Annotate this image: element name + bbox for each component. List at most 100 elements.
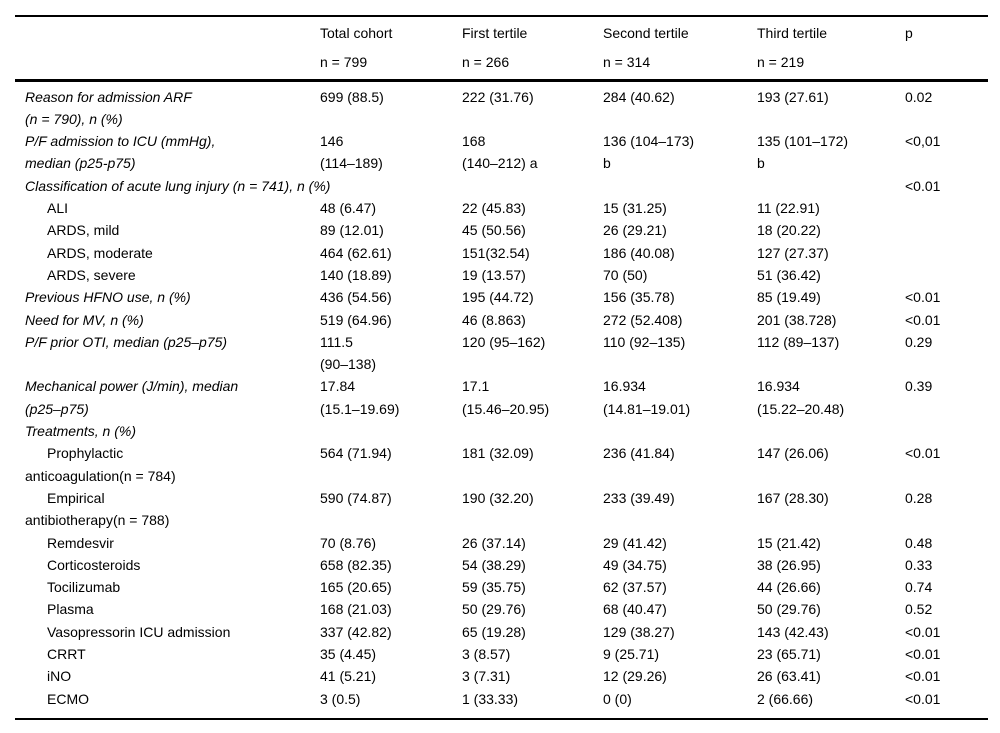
cell-value: 519 (64.96) <box>320 311 392 328</box>
cell-value: 16.934 (15.22–20.48) <box>757 378 845 417</box>
p-value-cell: 0.52 <box>905 601 933 618</box>
cell-value: 44 (26.66) <box>757 579 821 596</box>
p-value-cell <box>895 264 988 286</box>
p-value-cell: <0.01 <box>905 311 941 328</box>
p-value-cell: 0.02 <box>905 88 933 105</box>
header-total-cohort: Total cohort n = 799 <box>310 16 452 80</box>
cell-value: 11 (22.91) <box>757 200 820 217</box>
p-value-cell <box>895 242 988 264</box>
cell-value: 51 (36.42) <box>757 266 821 283</box>
cell-value: 3 (8.57) <box>462 646 511 663</box>
cell-value: 15 (21.42) <box>757 534 821 551</box>
cell-value: 70 (50) <box>603 266 648 283</box>
row-label: iNO <box>47 668 72 685</box>
cell-value: 699 (88.5) <box>320 88 384 105</box>
p-value-cell: 0.29 <box>905 333 933 350</box>
row-label: Treatments, n (%) <box>25 423 136 440</box>
table-row: Mechanical power (J/min), median (p25–p7… <box>15 375 988 420</box>
cell-value: 143 (42.43) <box>757 623 829 640</box>
cell-value: 135 (101–172) b <box>757 133 849 172</box>
table-body: Reason for admission ARF (n = 790), n (%… <box>15 80 988 719</box>
cell-value: 168 (21.03) <box>320 601 392 618</box>
row-label: Classification of acute lung injury (n =… <box>25 177 331 194</box>
cell-value: 186 (40.08) <box>603 244 675 261</box>
cell-value: 3 (0.5) <box>320 690 361 707</box>
row-label: ARDS, moderate <box>47 244 153 261</box>
cell-value: 50 (29.76) <box>757 601 821 618</box>
table-row: ARDS, mild 89 (12.01) 45 (50.56) 26 (29.21)… <box>15 219 988 241</box>
cell-value: 65 (19.28) <box>462 623 526 640</box>
table-row: Treatments, n (%) <box>15 420 988 442</box>
cell-value: 17.1 (15.46–20.95) <box>462 378 550 417</box>
cell-value: 337 (42.82) <box>320 623 392 640</box>
row-label: P/F prior OTI, median (p25–p75) <box>25 333 228 350</box>
p-value-cell: 0.33 <box>905 556 933 573</box>
header-label: First tertile <box>462 25 528 41</box>
table-header: Total cohort n = 799 First tertile n = 2… <box>15 16 988 81</box>
cell-value: 12 (29.26) <box>603 668 667 685</box>
row-label: P/F admission to ICU (mmHg), median (p25… <box>25 133 216 172</box>
p-value-cell: <0.01 <box>905 177 941 194</box>
table-row: Tocilizumab 165 (20.65) 59 (35.75) 62 (37.5… <box>15 576 988 598</box>
cell-value: 45 (50.56) <box>462 222 526 239</box>
row-label: Mechanical power (J/min), median (p25–p7… <box>25 378 239 417</box>
p-value-cell: <0,01 <box>905 133 941 150</box>
cell-value: 38 (26.95) <box>757 556 821 573</box>
header-count <box>905 51 984 73</box>
p-value-cell: 0.28 <box>905 489 933 506</box>
table-row: Vasopressorin ICU admission 337 (42.82) 65… <box>15 621 988 643</box>
cell-value: 110 (92–135) <box>603 333 686 350</box>
header-count: n = 266 <box>462 54 510 71</box>
cell-value: 127 (27.37) <box>757 244 829 261</box>
table-row: Remdesvir 70 (8.76) 26 (37.14) 29 (41.42) 15… <box>15 532 988 554</box>
p-value-cell: <0.01 <box>905 623 941 640</box>
row-label: Vasopressorin ICU admission <box>47 623 231 640</box>
cell-value: 151(32.54) <box>462 244 530 261</box>
row-label: Corticosteroids <box>47 556 141 573</box>
table-row: ARDS, moderate 464 (62.61) 151(32.54) 186 (… <box>15 242 988 264</box>
cell-value: 16.934 (14.81–19.01) <box>603 378 691 417</box>
table-row: Previous HFNO use, n (%) 436 (54.56) 195 (… <box>15 286 988 308</box>
cell-value: 136 (104–173) b <box>603 133 695 172</box>
table-row: CRRT 35 (4.45) 3 (8.57) 9 (25.71) 23 (65.71)… <box>15 643 988 665</box>
header-first-tertile: First tertile n = 266 <box>452 16 593 80</box>
row-label: Tocilizumab <box>47 579 121 596</box>
cell-value: 590 (74.87) <box>320 489 392 506</box>
p-value-cell: 0.48 <box>905 534 933 551</box>
cell-value: 48 (6.47) <box>320 200 377 217</box>
row-label: Need for MV, n (%) <box>25 311 144 328</box>
header-label: p <box>905 25 913 41</box>
p-value-cell: <0.01 <box>905 646 941 663</box>
header-label: Total cohort <box>320 25 393 41</box>
p-value-cell: <0.01 <box>905 289 941 306</box>
cell-value: 85 (19.49) <box>757 289 821 306</box>
cell-value: 658 (82.35) <box>320 556 392 573</box>
row-label: ALI <box>47 200 69 217</box>
cell-value: 62 (37.57) <box>603 579 667 596</box>
cell-value: 18 (20.22) <box>757 222 821 239</box>
cell-value: 15 (31.25) <box>603 200 667 217</box>
header-count: n = 799 <box>320 54 368 71</box>
header-p-value: p <box>895 16 988 80</box>
header-second-tertile: Second tertile n = 314 <box>593 16 747 80</box>
cell-value: 233 (39.49) <box>603 489 675 506</box>
p-value-cell <box>895 197 988 219</box>
table-row: Need for MV, n (%) 519 (64.96) 46 (8.863) 2… <box>15 309 988 331</box>
cell-value: 41 (5.21) <box>320 668 377 685</box>
cell-value: 50 (29.76) <box>462 601 526 618</box>
table-row: Empirical antibiotherapy(n = 788) 590 (74… <box>15 487 988 532</box>
cell-value: 201 (38.728) <box>757 311 837 328</box>
p-value-cell <box>895 420 988 442</box>
row-label: ECMO <box>47 690 89 707</box>
cell-value: 59 (35.75) <box>462 579 526 596</box>
p-value-cell: 0.74 <box>905 579 933 596</box>
header-count <box>25 29 306 51</box>
table-row: Reason for admission ARF (n = 790), n (%… <box>15 80 988 130</box>
cell-value: 156 (35.78) <box>603 289 675 306</box>
cell-value: 167 (28.30) <box>757 489 829 506</box>
table-row: ARDS, severe 140 (18.89) 19 (13.57) 70 (50)… <box>15 264 988 286</box>
table-row: Plasma 168 (21.03) 50 (29.76) 68 (40.47) 50 … <box>15 598 988 620</box>
table-row: iNO 41 (5.21) 3 (7.31) 12 (29.26) 26 (63.41)… <box>15 665 988 687</box>
cell-value: 436 (54.56) <box>320 289 392 306</box>
